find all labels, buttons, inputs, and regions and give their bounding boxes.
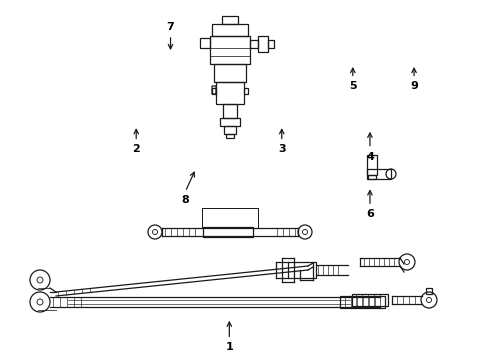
Bar xyxy=(250,40,258,48)
Bar xyxy=(203,227,253,237)
Text: 3: 3 xyxy=(278,144,286,154)
Text: 9: 9 xyxy=(410,81,418,91)
Bar xyxy=(212,24,248,36)
Text: 5: 5 xyxy=(349,81,357,91)
Bar xyxy=(244,88,248,94)
Bar xyxy=(258,36,268,52)
Text: 2: 2 xyxy=(132,144,140,154)
Text: 6: 6 xyxy=(366,209,374,219)
Bar xyxy=(224,126,236,134)
Bar xyxy=(226,134,234,138)
Bar xyxy=(214,64,246,82)
Bar xyxy=(223,104,237,118)
Bar xyxy=(216,82,244,104)
Bar xyxy=(426,288,432,294)
Text: 1: 1 xyxy=(225,342,233,352)
Text: 7: 7 xyxy=(167,22,174,32)
Bar xyxy=(212,88,216,94)
Bar xyxy=(210,36,250,64)
Bar xyxy=(340,296,385,308)
Bar xyxy=(367,169,391,179)
Bar xyxy=(220,118,240,126)
Bar xyxy=(367,155,377,175)
Bar xyxy=(368,175,376,179)
Text: 4: 4 xyxy=(366,152,374,162)
Bar xyxy=(288,262,316,278)
Text: 8: 8 xyxy=(181,195,189,205)
Bar xyxy=(352,294,388,306)
Bar xyxy=(200,38,210,48)
Bar xyxy=(268,40,274,48)
Bar xyxy=(222,16,238,24)
